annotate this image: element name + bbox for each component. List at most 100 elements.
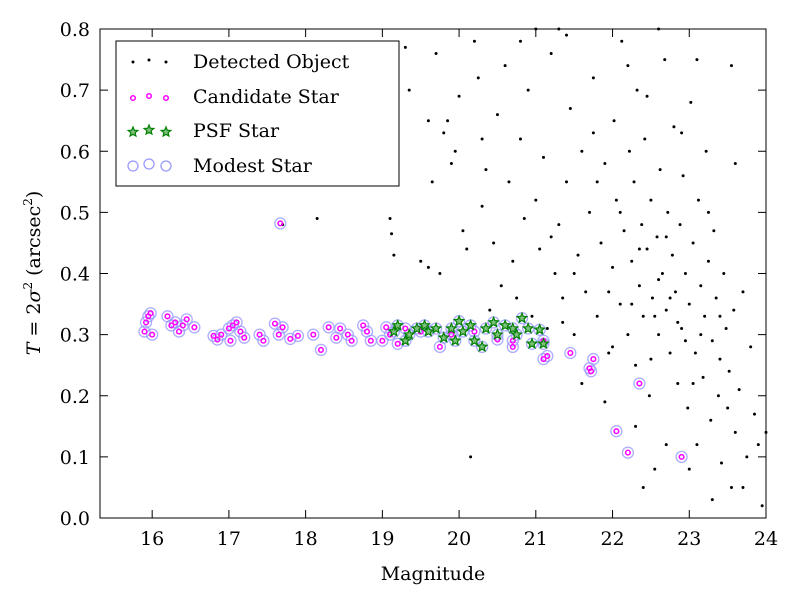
detected-object-point	[718, 357, 722, 361]
detected-object-point	[591, 131, 595, 135]
detected-object-point	[695, 58, 699, 62]
modest-star-point	[253, 328, 266, 341]
detected-object-point	[580, 149, 584, 153]
detected-object-point	[726, 406, 730, 410]
modest-star-point	[284, 332, 297, 346]
detected-object-point	[595, 180, 599, 184]
y-axis-label: T = 2σ2 (arcsec2)	[21, 191, 45, 356]
y-tick-label: 0.8	[60, 19, 90, 41]
detected-object-point	[760, 504, 764, 508]
x-tick-label: 20	[447, 528, 471, 550]
detected-object-point	[732, 308, 736, 312]
candidate-star-point	[348, 337, 355, 344]
detected-object-point	[488, 308, 492, 312]
detected-object-point	[706, 259, 710, 263]
candidate-star-point	[241, 334, 248, 341]
detected-object-point	[635, 88, 639, 92]
detected-object-point	[419, 259, 423, 263]
candidate-star-point	[164, 313, 171, 320]
modest-star-point	[272, 328, 285, 341]
detected-object-point	[657, 278, 661, 282]
detected-object-point	[724, 327, 728, 331]
candidate-star-point	[149, 331, 156, 338]
detected-object-point	[696, 198, 700, 202]
candidate-star-point	[636, 380, 643, 387]
y-tick-label: 0.2	[60, 386, 90, 408]
detected-object-point	[603, 400, 607, 404]
candidate-star-point	[210, 332, 217, 339]
candidate-star-point	[394, 340, 401, 347]
detected-object-point	[680, 131, 684, 135]
detected-object-point	[637, 284, 641, 288]
detected-object-point	[549, 51, 553, 55]
candidate-star-point	[567, 349, 574, 357]
modest-star-point	[226, 319, 239, 332]
candidate-star-point	[317, 346, 325, 353]
candidate-star-point	[214, 336, 221, 343]
detected-object-point	[716, 394, 720, 398]
detected-object-point	[557, 223, 561, 227]
detected-object-point	[634, 363, 638, 367]
psf-star-point	[464, 318, 477, 331]
x-tick-label: 23	[677, 528, 701, 550]
detected-object-point	[663, 58, 667, 62]
detected-object-point	[712, 229, 716, 233]
detected-object-point	[515, 296, 519, 300]
detected-object-point	[553, 272, 557, 275]
candidate-star-point	[333, 334, 340, 341]
detected-object-point	[704, 149, 708, 153]
detected-object-point	[492, 241, 496, 245]
candidate-star-point	[225, 325, 232, 332]
candidate-star-point	[287, 335, 294, 342]
psf-star-point	[506, 321, 520, 334]
modest-star-point	[180, 313, 193, 326]
modest-star-point	[345, 334, 358, 347]
detected-object-point	[392, 253, 396, 257]
candidate-star-point	[141, 328, 148, 335]
detected-object-point	[640, 223, 644, 227]
detected-object-point	[733, 161, 737, 165]
psf-star-point	[468, 334, 481, 347]
detected-object-point	[545, 327, 549, 331]
candidate-star-point	[175, 328, 183, 335]
legend-modest-marker	[127, 160, 139, 172]
candidate-star-point	[590, 356, 597, 363]
y-tick-label: 0.7	[60, 80, 90, 102]
detected-object-point	[699, 284, 703, 288]
detected-object-point	[676, 382, 680, 386]
modest-star-point	[276, 321, 289, 334]
x-tick-label: 18	[294, 528, 318, 550]
modest-star-point	[188, 321, 201, 334]
detected-object-point	[591, 76, 595, 80]
legend: Detected Object Candidate Star PSF Star …	[115, 40, 400, 187]
modest-star-point	[376, 334, 389, 347]
detected-object-point	[622, 229, 626, 233]
detected-object-point	[403, 45, 407, 49]
candidate-star-point	[360, 322, 367, 329]
modest-star-point	[364, 334, 378, 347]
detected-object-point	[526, 88, 530, 92]
detected-object-point	[612, 119, 616, 123]
detected-object-point	[719, 461, 723, 465]
detected-object-point	[634, 424, 638, 428]
modest-star-point	[541, 349, 554, 363]
detected-object-point	[599, 241, 603, 245]
legend-detected-marker	[147, 58, 151, 62]
detected-object-point	[714, 296, 718, 300]
detected-object-point	[630, 259, 634, 263]
detected-object-point	[480, 137, 484, 141]
detected-object-point	[653, 314, 657, 318]
detected-object-point	[426, 119, 430, 123]
modest-star-point	[307, 328, 320, 341]
modest-star-point	[322, 321, 335, 334]
detected-object-point	[607, 290, 611, 294]
psf-star-point	[391, 318, 404, 331]
candidate-star-point	[191, 324, 198, 331]
candidate-star-point	[402, 325, 409, 332]
x-tick-label: 21	[524, 528, 548, 550]
detected-object-point	[687, 302, 691, 306]
detected-object-point	[678, 223, 682, 227]
detected-object-point	[709, 418, 713, 422]
detected-object-point	[722, 272, 726, 275]
legend-candidate-marker	[162, 94, 170, 102]
